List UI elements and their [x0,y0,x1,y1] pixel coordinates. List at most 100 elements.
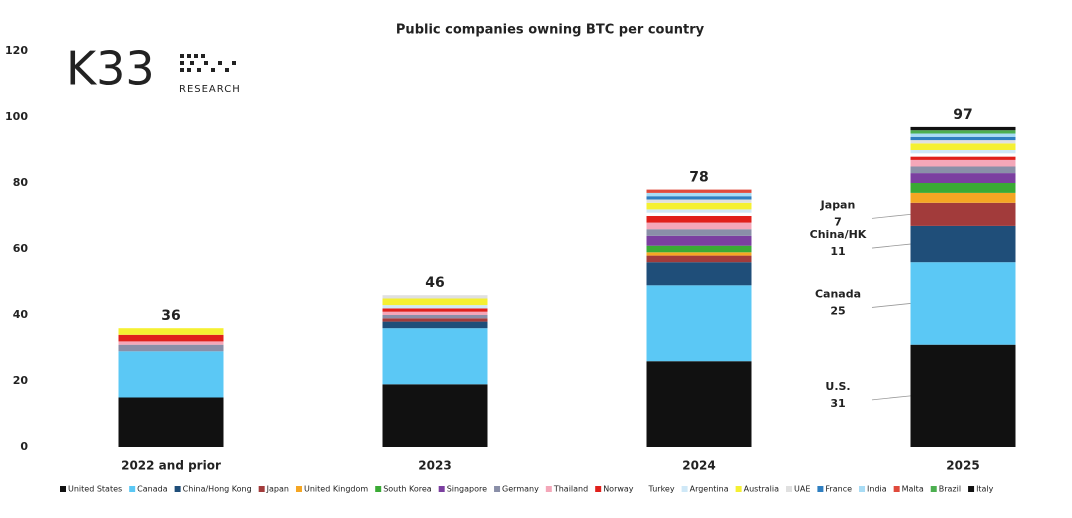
bar-segment [910,173,1016,183]
legend-swatch [817,486,824,492]
y-tick-label: 20 [13,374,29,387]
x-tick-label: 2022 and prior [121,459,221,473]
legend-label: India [867,485,887,494]
annotation-name: Canada [815,287,861,300]
bar-segment [646,209,752,213]
legend-swatch [735,486,742,492]
bar-segment [646,361,752,447]
bar-segment [118,351,224,398]
chart-title: Public companies owning BTC per country [396,23,705,38]
legend-label: Thailand [553,485,588,494]
legend-label: Malta [902,485,924,494]
legend-label: South Korea [383,485,432,494]
legend-label: Germany [502,485,539,494]
annotation-value: 25 [830,304,845,317]
bar-segment [910,136,1016,141]
legend-swatch [295,486,302,492]
legend-label: Japan [266,485,289,494]
annotation-leader [871,303,911,308]
bar-segment [646,229,752,236]
annotation-leader [871,213,911,219]
total-label: 36 [161,308,180,324]
legend-label: Singapore [447,485,487,494]
bar-segment [910,126,1016,131]
bar-segment [382,298,488,306]
x-tick-label: 2024 [682,459,715,473]
bar-segment [646,235,752,246]
bar-segment [382,295,488,299]
legend-swatch [129,486,136,492]
bar-segment [646,216,752,223]
legend-label: Argentina [690,485,729,494]
annotation-value: 7 [834,215,842,228]
bar-segment [910,225,1016,263]
annotation-leader [871,243,911,249]
bar-segment [910,202,1016,226]
y-tick-label: 60 [13,242,29,255]
legend-label: United States [68,485,122,494]
bar-segment [118,344,224,352]
bar-segment [382,305,488,309]
bar-segment [646,252,752,256]
logo-sub: RESEARCH [179,84,241,95]
bar-segment [910,159,1016,167]
bar-segment [646,262,752,286]
bar-segment [646,189,752,193]
bar-segment [646,212,752,216]
annotation-name: Japan [820,198,856,211]
bar-segment [646,202,752,210]
legend-label: China/Hong Kong [183,485,252,494]
bar-segment [646,285,752,362]
y-tick-label: 40 [13,308,29,321]
legend-swatch [595,486,602,492]
logo-name: K33 [66,42,155,96]
legend-swatch [640,486,647,492]
bar-segment [910,166,1016,174]
legend-swatch [545,486,552,492]
bar-segment [646,199,752,203]
legend-swatch [968,486,975,492]
bar-segment [646,196,752,200]
y-tick-label: 100 [5,110,28,123]
legend-swatch [174,486,181,492]
legend-label: United Kingdom [304,485,368,494]
annotation-value: 31 [830,397,845,410]
bar-segment [118,341,224,345]
legend-label: Australia [744,485,779,494]
legend-swatch [893,486,900,492]
total-label: 97 [953,107,972,123]
bar-segment [382,384,488,447]
legend-label: Norway [603,485,634,494]
bar-segment [910,183,1016,193]
legend-swatch [494,486,501,492]
total-label: 78 [689,170,708,186]
legend-swatch [930,486,937,492]
bar-segment [910,153,1016,157]
bar-segment [910,192,1016,203]
annotation-name: China/HK [810,228,867,241]
bar-segment [910,143,1016,150]
legend-label: France [825,485,852,494]
total-label: 46 [425,275,444,291]
bar-segment [382,318,488,322]
bar-segment [646,255,752,263]
bar-segment [118,397,224,447]
legend-swatch [859,486,866,492]
bar-segment [910,262,1016,345]
x-tick-label: 2025 [946,459,979,473]
legend-swatch [786,486,793,492]
y-tick-label: 0 [20,440,28,453]
bar-segment [910,140,1016,144]
bar-segment [910,344,1016,447]
bar-segment [382,308,488,312]
bar-segment [910,130,1016,134]
legend-label: Brazil [939,485,961,494]
legend-swatch [258,486,265,492]
bar-segment [118,328,224,335]
legend-swatch [681,486,688,492]
y-tick-label: 120 [5,44,28,57]
annotation-leader [871,395,911,401]
bar-segment [646,222,752,230]
bar-segment [382,311,488,315]
